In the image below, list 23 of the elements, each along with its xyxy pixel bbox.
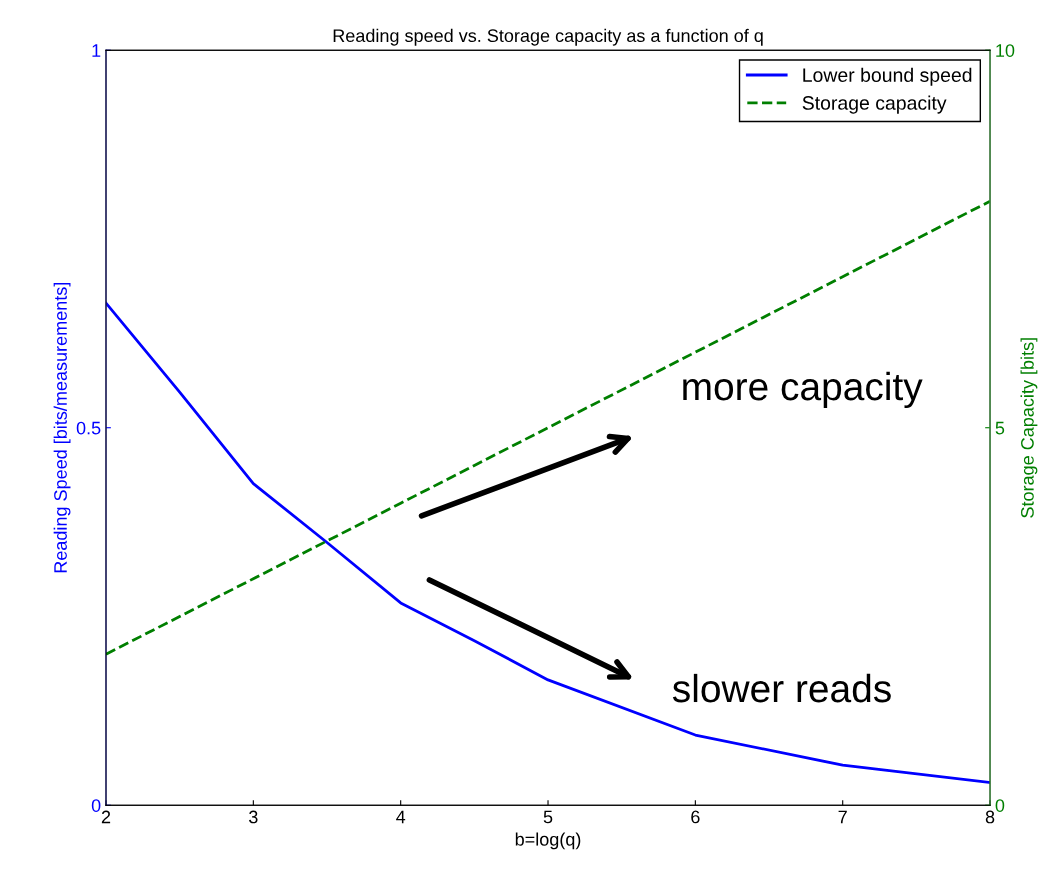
line-series bbox=[106, 199, 991, 656]
x-tick-label: 7 bbox=[838, 810, 847, 824]
x-axis-title: b=log(q) bbox=[515, 832, 581, 850]
x-tick-label: 8 bbox=[985, 810, 995, 824]
y-tick-label: 1 bbox=[92, 44, 101, 57]
x-tick-label: 6 bbox=[691, 810, 700, 824]
line-series bbox=[106, 301, 991, 784]
y-tick-label: 0.5 bbox=[76, 421, 101, 435]
legend-label: Storage capacity bbox=[802, 95, 947, 114]
y2-axis-title: Storage Capacity [bits] bbox=[1020, 338, 1038, 518]
y2-tick-label: 0 bbox=[995, 799, 1005, 812]
legend-label: Lower bound speed bbox=[803, 67, 972, 86]
x-tick-label: 5 bbox=[543, 810, 553, 824]
annotation: slower reads bbox=[672, 673, 891, 703]
y-axis-title: Reading Speed [bits/measurements] bbox=[53, 282, 71, 573]
x-tick-label: 2 bbox=[101, 810, 111, 824]
y2-tick-label: 5 bbox=[995, 421, 1005, 435]
x-tick-label: 3 bbox=[249, 810, 258, 824]
annotation: more capacity bbox=[683, 371, 923, 409]
y2-tick-label: 10 bbox=[996, 44, 1015, 57]
chart-title: Reading speed vs. Storage capacity as a function of q bbox=[333, 28, 763, 46]
y-tick-label: 0 bbox=[91, 799, 101, 812]
x-tick-label: 4 bbox=[396, 810, 406, 824]
